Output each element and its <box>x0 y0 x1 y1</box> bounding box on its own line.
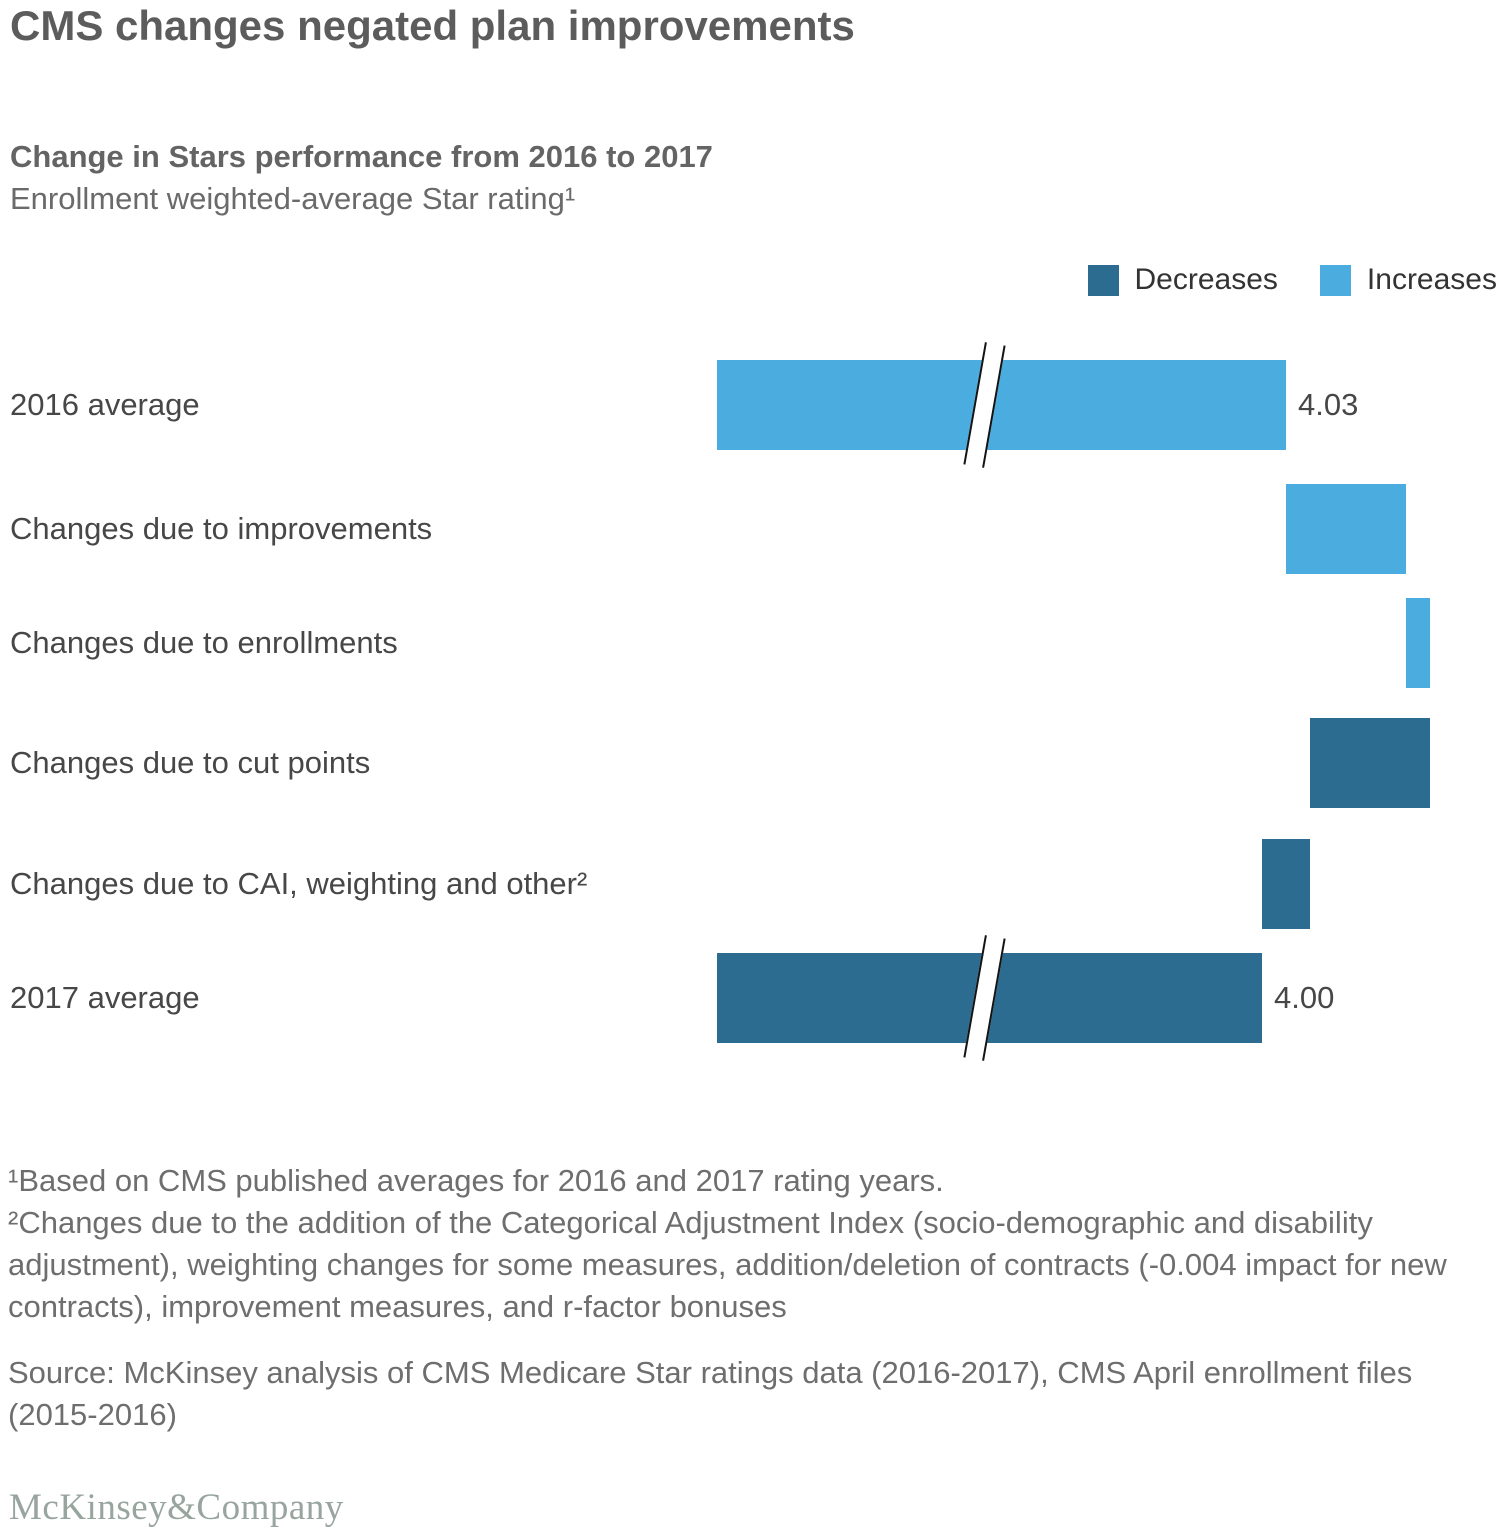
row-label-3: Changes due to cut points <box>10 745 371 780</box>
row-label-2: Changes due to enrollments <box>10 625 398 660</box>
bar-1 <box>1286 484 1406 574</box>
value-label-0: 4.03 <box>1298 387 1359 422</box>
row-label-1: Changes due to improvements <box>10 511 433 546</box>
page-title: CMS changes negated plan improvements <box>10 2 855 49</box>
row-label-5: 2017 average <box>10 980 200 1015</box>
subtitle-line2: Enrollment weighted-average Star rating¹ <box>10 181 576 216</box>
value-label-5: 4.00 <box>1274 980 1335 1015</box>
source-note: Source: McKinsey analysis of CMS Medicar… <box>8 1355 1413 1432</box>
footnote-2: ²Changes due to the addition of the Cate… <box>8 1205 1447 1324</box>
footnote-1: ¹Based on CMS published averages for 201… <box>8 1163 944 1198</box>
row-label-0: 2016 average <box>10 387 200 422</box>
row-label-4: Changes due to CAI, weighting and other² <box>10 866 588 901</box>
legend: Decreases Increases <box>1087 263 1497 297</box>
increases-swatch-icon <box>1319 264 1351 296</box>
bar-4 <box>1262 839 1310 929</box>
subtitle-line1: Change in Stars performance from 2016 to… <box>10 139 713 174</box>
legend-decreases-label: Decreases <box>1134 263 1278 296</box>
chart-subtitle: Change in Stars performance from 2016 to… <box>10 136 713 220</box>
legend-item-decreases: Decreases <box>1087 263 1278 297</box>
legend-increases-label: Increases <box>1366 263 1497 296</box>
legend-item-increases: Increases <box>1319 263 1497 297</box>
mckinsey-logo: McKinsey&Company <box>9 1487 344 1528</box>
bar-3 <box>1310 718 1430 808</box>
decreases-swatch-icon <box>1087 264 1119 296</box>
bar-0 <box>717 360 1286 450</box>
footnotes: ¹Based on CMS published averages for 201… <box>8 1160 1500 1328</box>
bar-2 <box>1406 598 1430 688</box>
